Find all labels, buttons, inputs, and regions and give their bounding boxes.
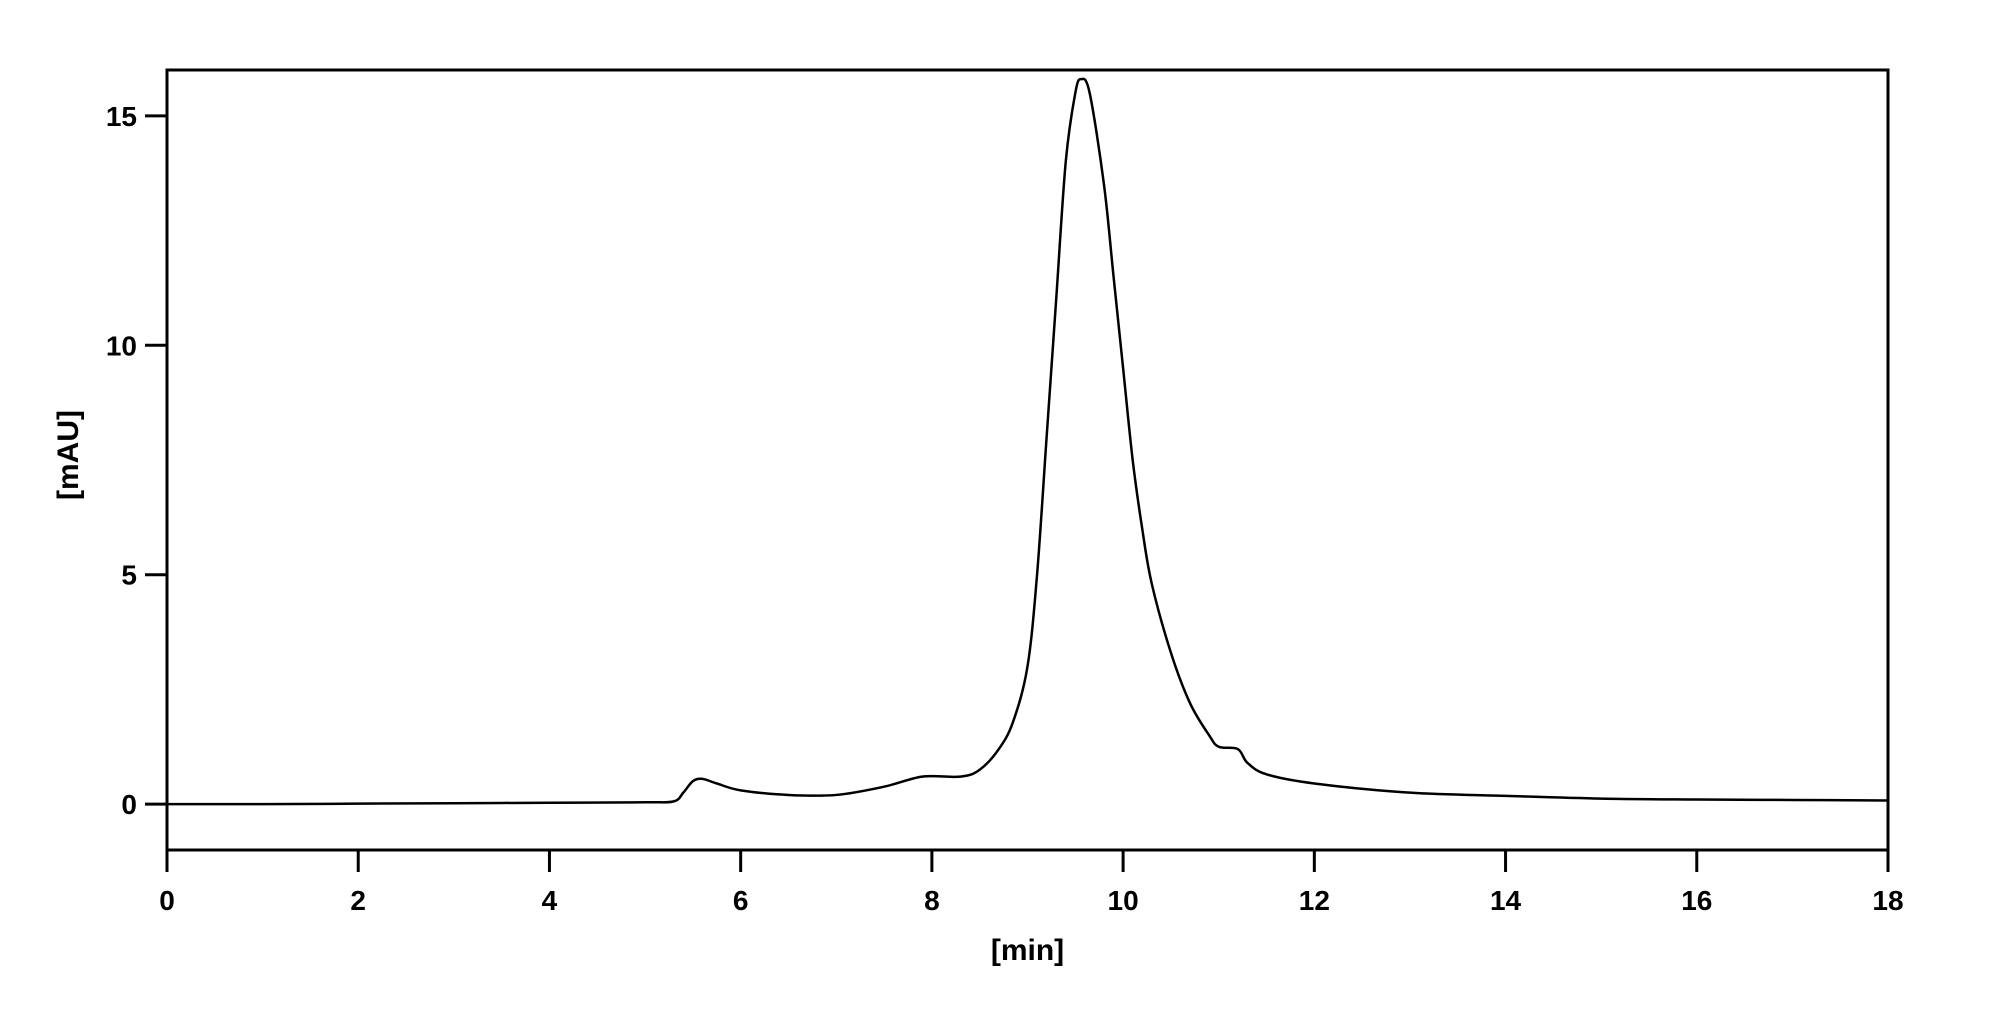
y-tick-label: 0 bbox=[121, 789, 137, 820]
y-tick-label: 10 bbox=[106, 330, 137, 361]
y-tick-label: 5 bbox=[121, 560, 137, 591]
x-tick-label: 0 bbox=[159, 885, 175, 916]
x-tick-label: 14 bbox=[1490, 885, 1522, 916]
x-axis-label: [min] bbox=[991, 934, 1064, 967]
plot-frame bbox=[165, 68, 1890, 852]
x-tick-label: 10 bbox=[1108, 885, 1139, 916]
x-axis: 0 2 4 6 8 10 12 14 16 18 bbox=[159, 850, 1904, 916]
x-tick-label: 6 bbox=[733, 885, 749, 916]
x-tick-label: 12 bbox=[1299, 885, 1330, 916]
x-tick-label: 2 bbox=[350, 885, 366, 916]
x-tick-label: 16 bbox=[1681, 885, 1712, 916]
x-tick-label: 4 bbox=[542, 885, 558, 916]
x-tick-label: 18 bbox=[1872, 885, 1903, 916]
y-tick-label: 15 bbox=[106, 101, 137, 132]
y-axis: 0 5 10 15 bbox=[106, 101, 167, 820]
chromatogram-trace bbox=[166, 77, 1889, 806]
x-tick-label: 8 bbox=[924, 885, 940, 916]
y-axis-label: [mAU] bbox=[52, 410, 85, 500]
